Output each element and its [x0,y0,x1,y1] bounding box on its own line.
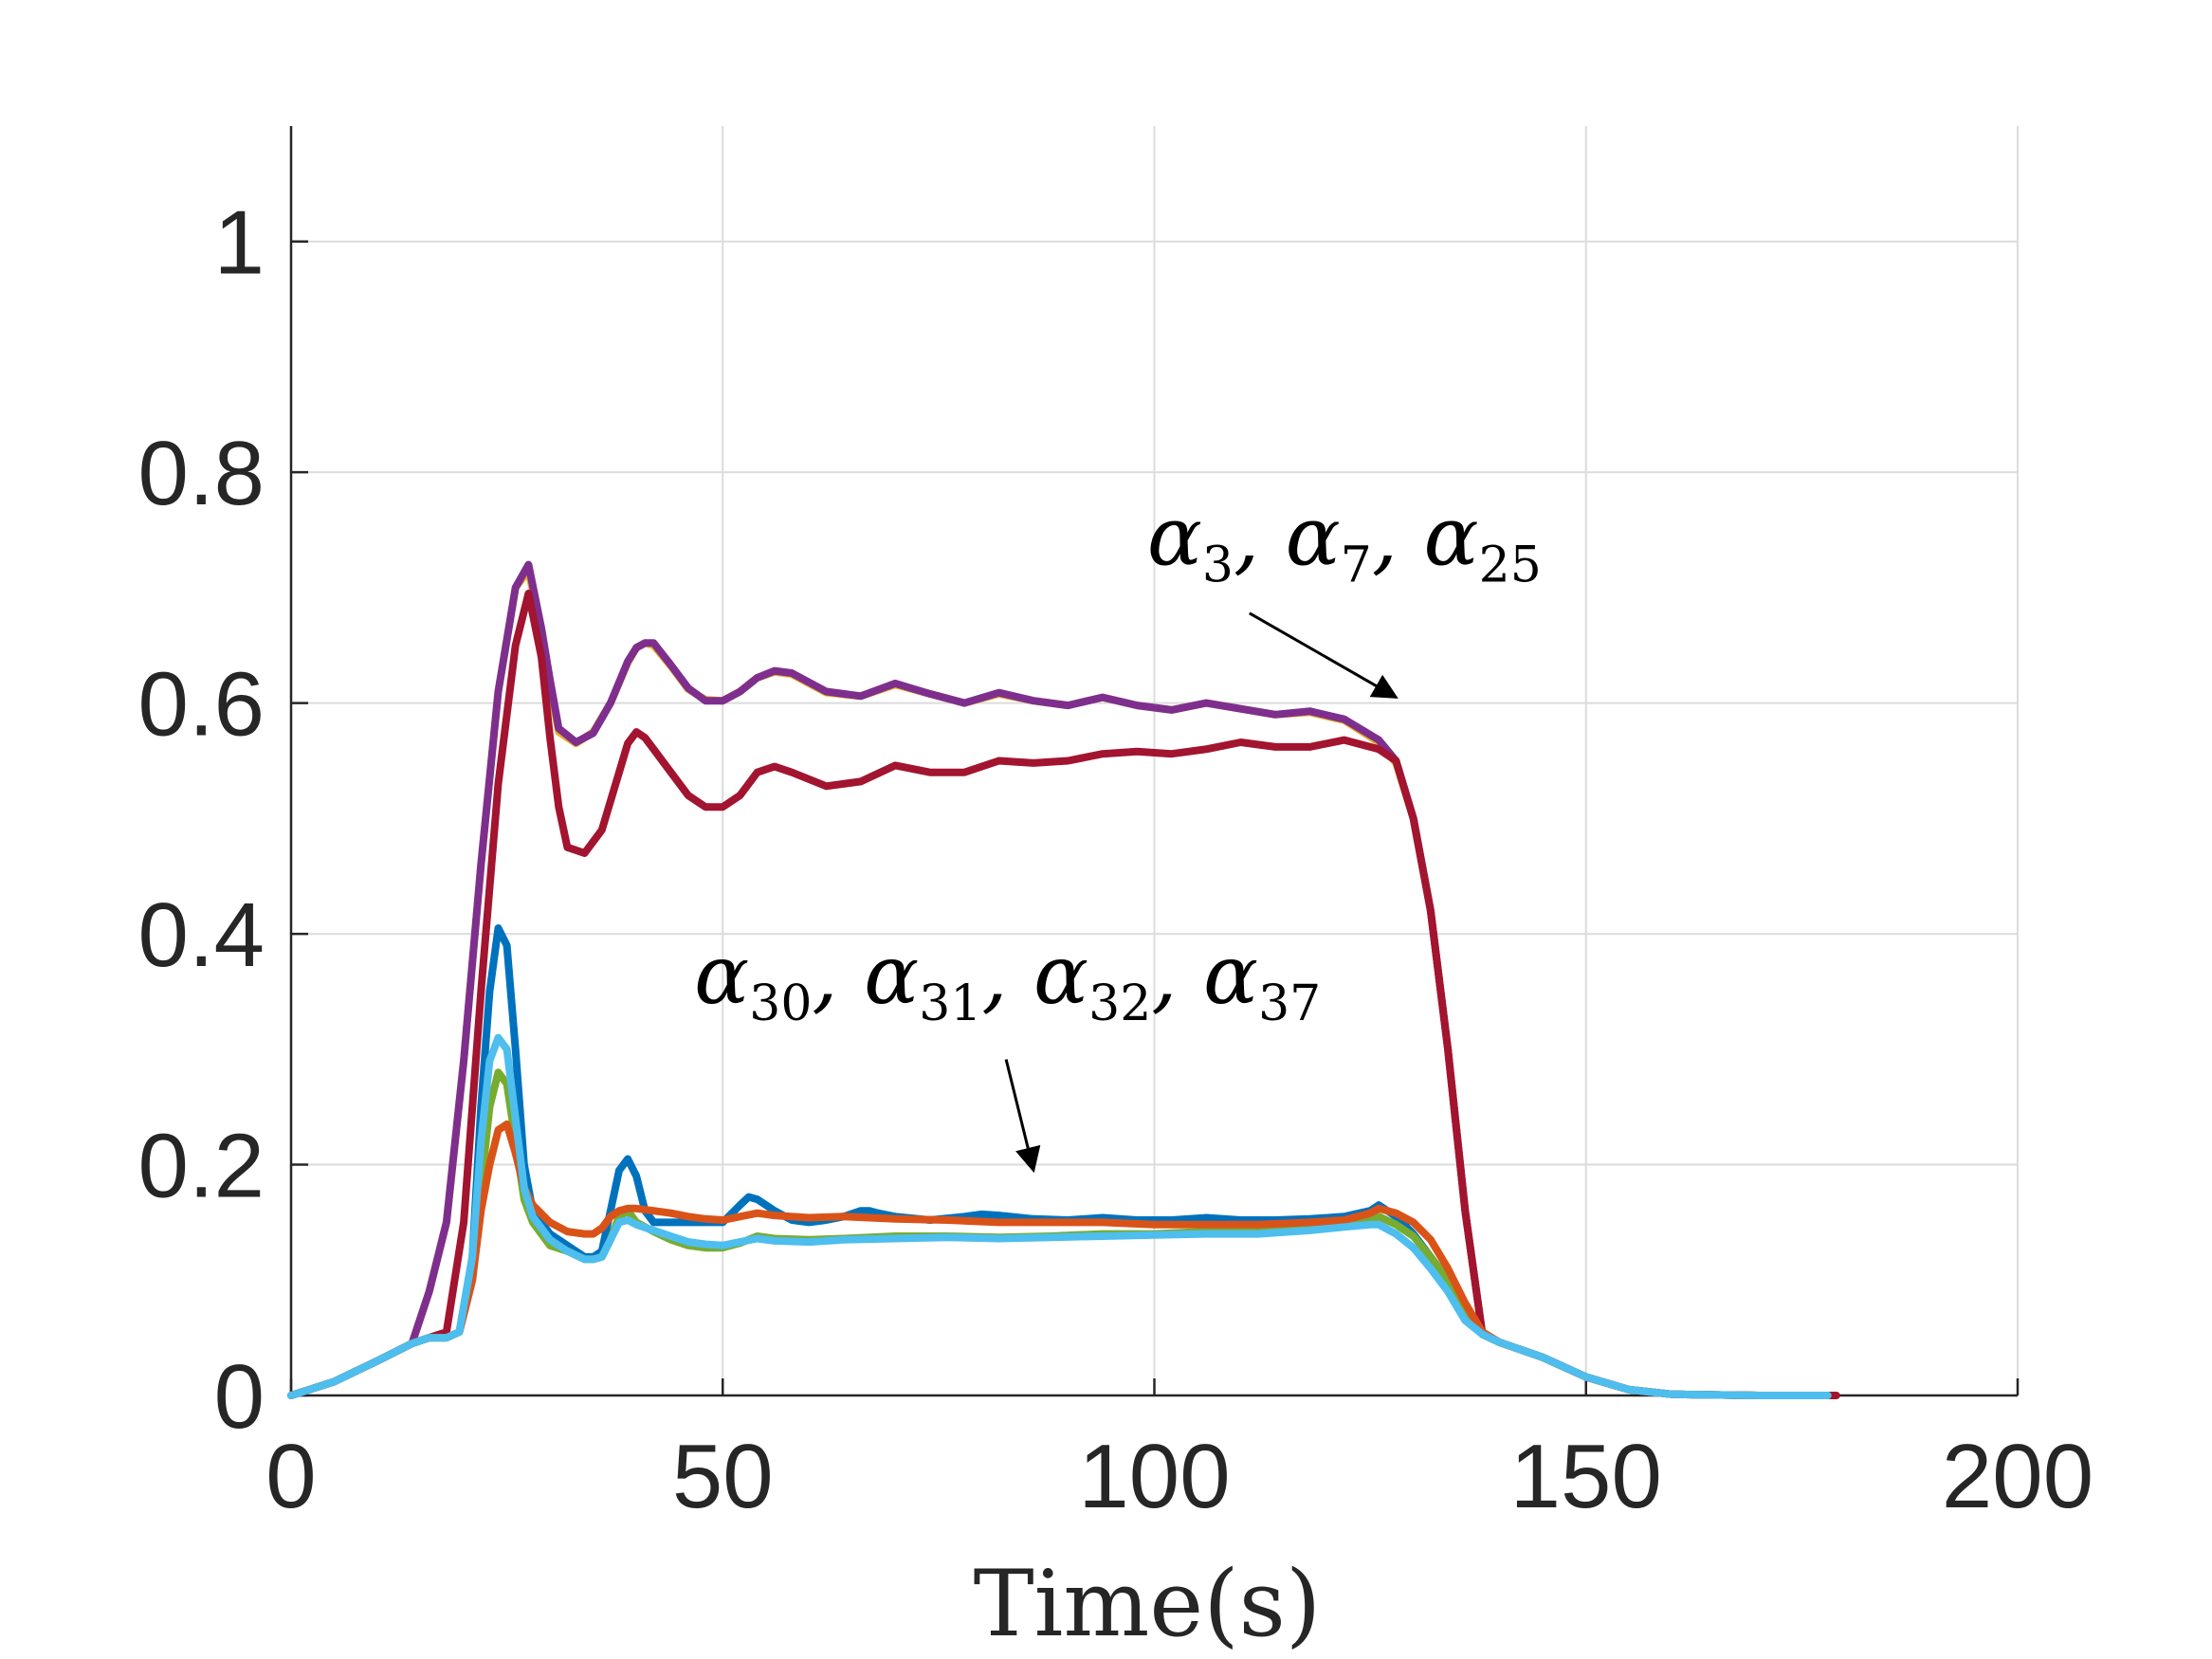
annotation-subscript: 37 [1258,975,1321,1032]
x-tick-label-2: 100 [1078,1426,1230,1527]
annotation-separator: , [1234,490,1286,585]
annotation-symbol: α [1203,928,1258,1023]
annotation-symbol: α [1147,490,1202,585]
x-tick-label-3: 150 [1510,1426,1662,1527]
annotation-arrow-1 [1004,1059,1041,1174]
annotation-separator: , [812,928,864,1023]
annotation-symbol: α [864,928,919,1023]
annotation-arrow-0 [1249,611,1398,699]
annotation-label-0: α3, α7, α25 [1147,490,1542,594]
annotation-symbol: α [1424,490,1479,585]
annotation-separator: , [1151,928,1203,1023]
series-line-2 [287,590,1840,1399]
x-tick-label-1: 50 [672,1426,774,1527]
series-group [287,560,1840,1399]
annotation-separator: , [1372,490,1424,585]
x-tick-label-0: 0 [265,1426,316,1527]
annotation-symbol: α [1286,490,1341,585]
y-tick-label-0: 0 [214,1346,265,1448]
annotation-label-1: α30, α31, α32, α37 [694,928,1321,1032]
grid [291,126,2019,1395]
annotation-subscript: 3 [1202,538,1234,594]
series-line-3 [287,924,1832,1399]
y-tick-label-2: 0.4 [138,884,265,986]
annotation-subscript: 31 [919,975,981,1032]
x-axis-label: Time(s) [974,1551,1322,1657]
annotation-symbol: α [694,928,749,1023]
tick-labels: 0 50 100 150 200 0 0.2 0.4 0.6 0.8 1 [138,192,2094,1527]
annotation-subscript: 32 [1088,975,1151,1032]
annotation-subscript: 25 [1479,538,1542,594]
annotation-subscript: 7 [1341,538,1372,594]
x-tick-label-4: 200 [1942,1426,2093,1527]
annotation-symbol: α [1033,928,1088,1023]
series-line-5 [287,1120,1832,1399]
annotation-separator: , [981,928,1033,1023]
series-line-6 [287,1033,1832,1399]
annotation-subscript: 30 [749,975,812,1032]
y-tick-label-5: 1 [214,192,265,294]
y-tick-label-1: 0.2 [138,1116,265,1217]
y-tick-label-4: 0.8 [138,423,265,524]
y-tick-label-3: 0.6 [138,654,265,756]
